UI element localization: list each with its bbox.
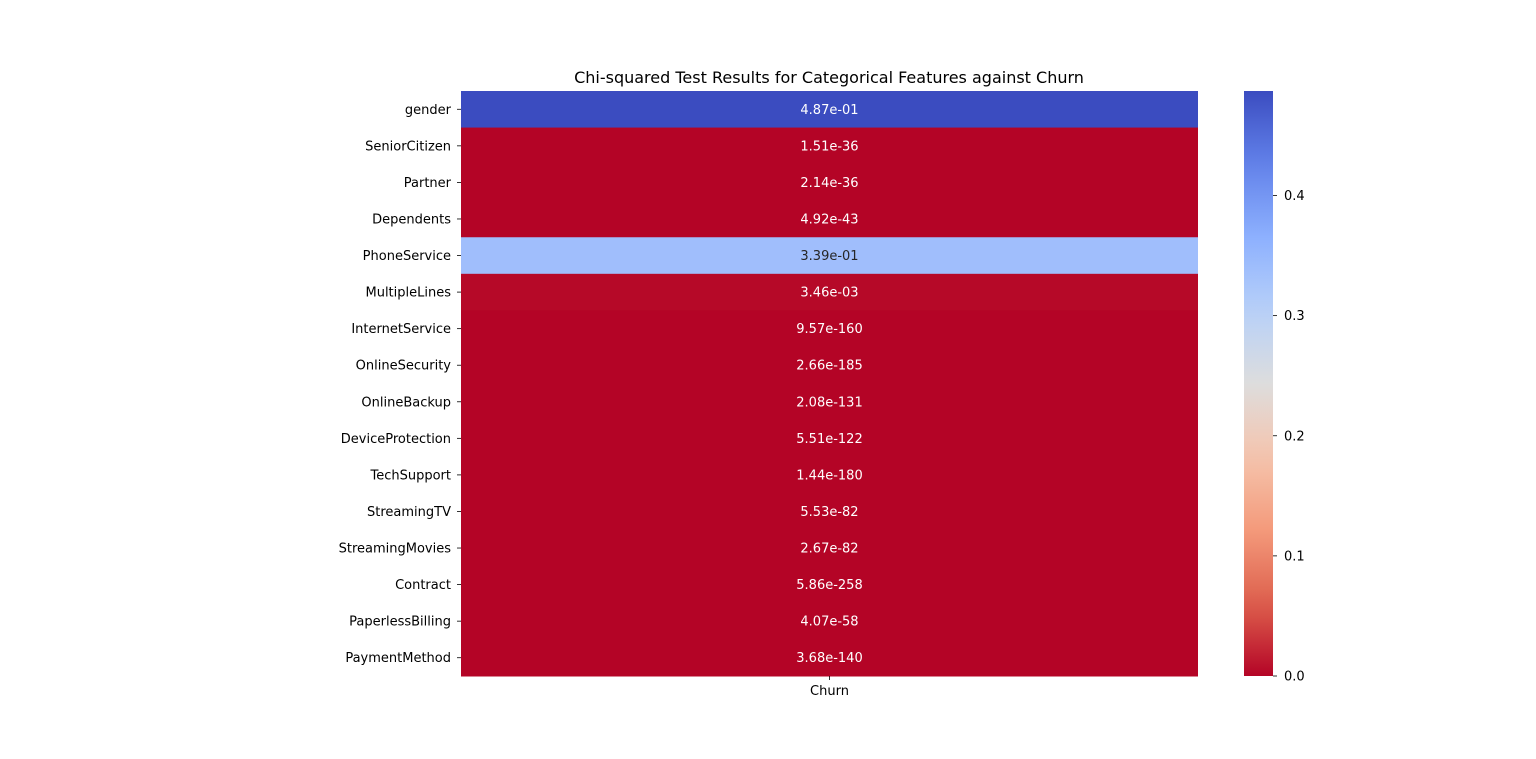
heatmap-cell-TechSupport: [461, 456, 1198, 494]
colorbar-tick-label: 0.1: [1284, 549, 1305, 564]
heatmap-cell-PaperlessBilling: [461, 602, 1198, 640]
heatmap-cell-PaymentMethod: [461, 639, 1198, 677]
cell-annotation: 1.44e-180: [796, 468, 862, 483]
y-tick-label: Dependents: [372, 212, 451, 227]
colorbar-gradient: [1244, 91, 1273, 676]
heatmap-cell-gender: [461, 91, 1198, 129]
cell-annotation: 4.87e-01: [800, 103, 858, 118]
chart-title: Chi-squared Test Results for Categorical…: [574, 68, 1084, 87]
y-tick-label: PhoneService: [363, 249, 451, 264]
y-tick-label: StreamingMovies: [339, 542, 452, 557]
cell-annotation: 5.51e-122: [796, 432, 862, 447]
heatmap-cell-InternetService: [461, 310, 1198, 348]
cell-annotation: 5.53e-82: [800, 505, 858, 520]
heatmap-cell-PhoneService: [461, 237, 1198, 275]
cell-annotation: 3.68e-140: [796, 651, 862, 666]
colorbar-tick-label: 0.3: [1284, 309, 1305, 324]
cell-annotation: 2.14e-36: [800, 176, 858, 191]
heatmap-cell-MultipleLines: [461, 273, 1198, 311]
x-axis-labels: Churn: [810, 676, 849, 699]
cell-annotation: 2.66e-185: [796, 359, 862, 374]
heatmap-cell-Partner: [461, 164, 1198, 202]
heatmap-cell-StreamingTV: [461, 493, 1198, 531]
heatmap-cell-OnlineBackup: [461, 383, 1198, 421]
x-tick-label: Churn: [810, 684, 849, 699]
cell-annotation: 1.51e-36: [800, 139, 858, 154]
cell-annotation: 5.86e-258: [796, 578, 862, 593]
y-tick-label: OnlineSecurity: [356, 359, 452, 374]
cell-annotation: 2.67e-82: [800, 542, 858, 557]
y-tick-label: Contract: [395, 578, 451, 593]
cell-annotation: 3.46e-03: [800, 286, 858, 301]
heatmap-cell-Contract: [461, 566, 1198, 604]
heatmap-cell-OnlineSecurity: [461, 346, 1198, 384]
cell-annotation: 4.07e-58: [800, 615, 858, 630]
y-tick-label: OnlineBackup: [361, 395, 451, 410]
y-tick-label: TechSupport: [369, 468, 451, 483]
y-tick-label: StreamingTV: [367, 505, 451, 520]
heatmap-cell-SeniorCitizen: [461, 127, 1198, 165]
cell-annotation: 4.92e-43: [800, 212, 858, 227]
y-tick-label: MultipleLines: [365, 286, 451, 301]
heatmap-cell-Dependents: [461, 200, 1198, 238]
y-axis-labels: gender SeniorCitizen Partner Dependents Phon…: [339, 103, 461, 666]
cell-annotation: 2.08e-131: [796, 395, 862, 410]
y-tick-label: PaymentMethod: [345, 651, 451, 666]
heatmap-cell-StreamingMovies: [461, 529, 1198, 567]
cell-annotation: 9.57e-160: [796, 322, 862, 337]
colorbar-tick-label: 0.4: [1284, 189, 1305, 204]
y-tick-label: DeviceProtection: [341, 432, 451, 447]
y-tick-label: Partner: [404, 176, 452, 191]
colorbar-tick-label: 0.2: [1284, 429, 1305, 444]
y-tick-label: gender: [405, 103, 452, 118]
y-tick-label: SeniorCitizen: [365, 139, 451, 154]
colorbar-tick-label: 0.0: [1284, 670, 1305, 685]
cell-annotation: 3.39e-01: [800, 249, 858, 264]
colorbar: 0.0 0.1 0.2 0.3 0.4: [1244, 91, 1305, 685]
y-tick-label: PaperlessBilling: [349, 615, 451, 630]
heatmap-cell-DeviceProtection: [461, 420, 1198, 458]
y-tick-label: InternetService: [351, 322, 451, 337]
heatmap-cells: 4.87e-01 1.51e-36 2.14e-36 4.92e-43 3.39e-01…: [461, 91, 1198, 677]
